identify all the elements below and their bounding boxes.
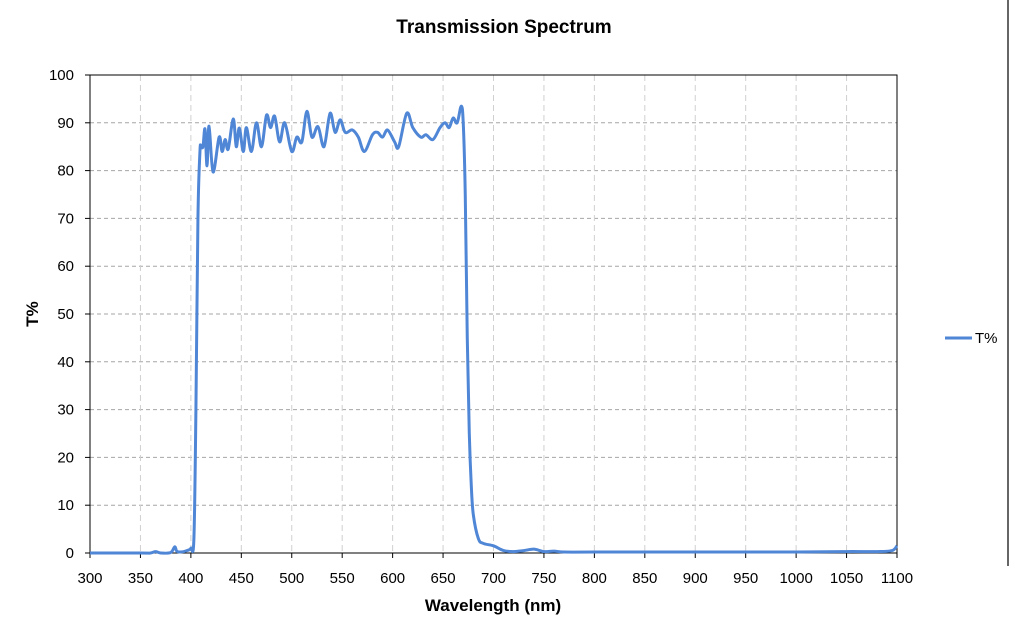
y-tick-label: 30 — [57, 402, 74, 419]
series-line-T% — [90, 104, 899, 555]
x-axis-label: Wavelength (nm) — [425, 596, 561, 615]
y-tick-label: 40 — [57, 354, 74, 371]
grid — [90, 75, 897, 553]
y-tick-label: 10 — [57, 497, 74, 514]
x-axis-ticks: 300 350 400 450 500 550 600 650 700 750 800 850 900 9… — [77, 553, 913, 587]
y-tick-label: 50 — [57, 306, 74, 323]
x-tick-label: 800 — [582, 570, 607, 587]
x-tick-label: 900 — [683, 570, 708, 587]
y-axis-ticks: 0 10 20 30 40 50 60 70 80 90 100 — [49, 67, 90, 562]
x-tick-label: 350 — [128, 570, 153, 587]
y-tick-label: 90 — [57, 115, 74, 132]
y-tick-label: 20 — [57, 449, 74, 466]
x-tick-label: 850 — [632, 570, 657, 587]
y-axis-label: T% — [23, 301, 42, 327]
x-tick-label: 600 — [380, 570, 405, 587]
x-tick-label: 950 — [733, 570, 758, 587]
y-tick-label: 60 — [57, 258, 74, 275]
y-tick-label: 70 — [57, 210, 74, 227]
x-tick-label: 750 — [531, 570, 556, 587]
x-tick-label: 650 — [431, 570, 456, 587]
x-tick-label: 1100 — [881, 570, 913, 587]
x-tick-label: 400 — [178, 570, 203, 587]
x-tick-label: 450 — [229, 570, 254, 587]
x-tick-label: 1050 — [830, 570, 863, 587]
y-tick-label: 100 — [49, 67, 74, 84]
x-tick-label: 300 — [77, 570, 102, 587]
x-tick-label: 550 — [330, 570, 355, 587]
y-tick-label: 0 — [66, 545, 74, 562]
x-tick-label: 500 — [279, 570, 304, 587]
x-tick-label: 700 — [481, 570, 506, 587]
y-tick-label: 80 — [57, 163, 74, 180]
legend-label: T% — [975, 330, 998, 347]
x-tick-label: 1000 — [779, 570, 812, 587]
chart-title: Transmission Spectrum — [396, 17, 611, 38]
